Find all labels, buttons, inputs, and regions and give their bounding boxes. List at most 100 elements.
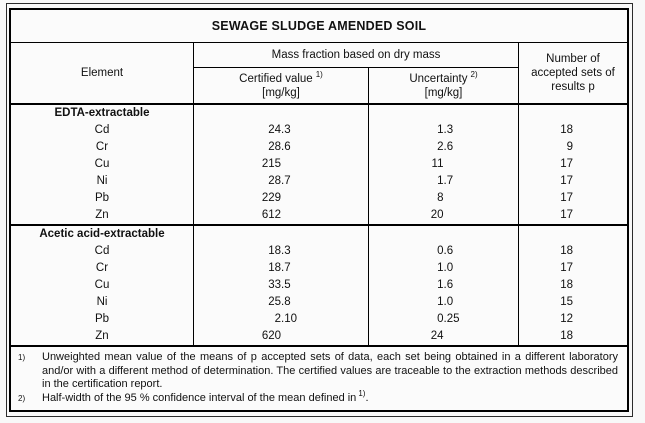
- section-header-row: EDTA-extractable: [11, 105, 627, 122]
- certification-table: SEWAGE SLUDGE AMENDED SOIL Element Mass …: [9, 8, 629, 412]
- uncertainty-value: 24: [369, 328, 519, 345]
- table-row: Cu 215 11 17: [11, 156, 627, 173]
- element-symbol: Zn: [11, 328, 194, 345]
- certified-value-label: Certified value 1): [239, 69, 323, 85]
- element-symbol: Cu: [11, 156, 194, 173]
- accepted-sets-line2: accepted sets of: [531, 67, 615, 79]
- footnote-1-marker: 1): [18, 353, 26, 362]
- column-header-accepted-sets: Number of accepted sets of results p: [518, 43, 627, 103]
- element-symbol: Pb: [11, 311, 194, 328]
- table-row: Cu 33.5 1.6 18: [11, 277, 627, 294]
- column-header-element: Element: [11, 43, 194, 103]
- element-symbol: Pb: [11, 190, 194, 207]
- table-title: SEWAGE SLUDGE AMENDED SOIL: [11, 10, 627, 43]
- mass-fraction-subheaders: Certified value 1) [mg/kg] Uncertainty 2) …: [194, 68, 518, 103]
- uncertainty-value: 11: [369, 156, 519, 173]
- table-row: Ni 25.8 1.0 15: [11, 294, 627, 311]
- uncertainty-value: 1.3: [369, 122, 519, 139]
- accepted-sets-line3: results p: [551, 81, 595, 93]
- accepted-sets-value: 18: [560, 330, 573, 342]
- certified-value: 18.3: [194, 243, 369, 260]
- section-acetic-acid-extractable: Acetic acid-extractable Cd 18.3 0.6 18 C…: [11, 226, 627, 347]
- footnote-2: 2) Half-width of the 95 % confidence int…: [11, 388, 627, 406]
- footnote-1: 1) Unweighted mean value of the means of…: [11, 351, 627, 392]
- empty-cell: [519, 226, 627, 243]
- uncertainty-value: 1.6: [369, 277, 519, 294]
- accepted-sets-value: 17: [560, 158, 573, 170]
- accepted-sets-value: 17: [560, 175, 573, 187]
- element-symbol: Cd: [11, 122, 194, 139]
- certified-value: 612: [194, 207, 369, 224]
- certified-value: 229: [194, 190, 369, 207]
- accepted-sets-value: 15: [560, 296, 573, 308]
- certified-value: 24.3: [194, 122, 369, 139]
- certified-value: 18.7: [194, 260, 369, 277]
- table-row: Pb 2.10 0.25 12: [11, 311, 627, 328]
- empty-cell: [369, 226, 519, 243]
- uncertainty-value: 1.0: [369, 260, 519, 277]
- certified-value: 215: [194, 156, 369, 173]
- section-edta-extractable: EDTA-extractable Cd 24.3 1.3 18 Cr 28.6 …: [11, 105, 627, 226]
- table-header: Element Mass fraction based on dry mass …: [11, 43, 627, 105]
- column-header-uncertainty: Uncertainty 2) [mg/kg]: [369, 68, 518, 103]
- element-symbol: Ni: [11, 294, 194, 311]
- accepted-sets-value: 17: [560, 209, 573, 221]
- table-row: Ni 28.7 1.7 17: [11, 173, 627, 190]
- section-header-row: Acetic acid-extractable: [11, 226, 627, 243]
- element-symbol: Cr: [11, 139, 194, 156]
- certified-value: 33.5: [194, 277, 369, 294]
- accepted-sets-line1: Number of: [546, 53, 600, 65]
- table-row: Cr 28.6 2.6 9: [11, 139, 627, 156]
- uncertainty-value: 20: [369, 207, 519, 224]
- certified-value: 2.10: [194, 311, 369, 328]
- table-row: Zn 620 24 18: [11, 328, 627, 345]
- table-row: Pb 229 8 17: [11, 190, 627, 207]
- certified-value: 25.8: [194, 294, 369, 311]
- accepted-sets-value: 12: [560, 313, 573, 325]
- uncertainty-value: 1.0: [369, 294, 519, 311]
- table-row: Cd 24.3 1.3 18: [11, 122, 627, 139]
- uncertainty-value: 1.7: [369, 173, 519, 190]
- accepted-sets-value: 17: [560, 262, 573, 274]
- uncertainty-unit: [mg/kg]: [424, 86, 463, 99]
- certified-value: 28.7: [194, 173, 369, 190]
- footnotes: 1) Unweighted mean value of the means of…: [11, 347, 627, 410]
- section-name: EDTA-extractable: [11, 105, 194, 122]
- uncertainty-value: 2.6: [369, 139, 519, 156]
- accepted-sets-value: 18: [560, 124, 573, 136]
- element-symbol: Zn: [11, 207, 194, 224]
- footnote-ref-1: 1): [358, 388, 366, 398]
- footnote-2-marker: 2): [18, 393, 26, 403]
- footnote-ref-2: 2): [470, 69, 478, 79]
- accepted-sets-value: 9: [566, 141, 573, 153]
- empty-cell: [519, 105, 627, 122]
- column-group-mass-fraction: Mass fraction based on dry mass Certifie…: [194, 43, 518, 103]
- column-header-certified-value: Certified value 1) [mg/kg]: [194, 68, 369, 103]
- uncertainty-value: 0.25: [369, 311, 519, 328]
- table-row: Zn 612 20 17: [11, 207, 627, 224]
- empty-cell: [369, 105, 519, 122]
- footnote-ref-1: 1): [315, 69, 323, 79]
- mass-fraction-header: Mass fraction based on dry mass: [194, 43, 518, 68]
- accepted-sets-value: 18: [560, 279, 573, 291]
- uncertainty-value: 8: [369, 190, 519, 207]
- certified-value: 620: [194, 328, 369, 345]
- accepted-sets-value: 17: [560, 192, 573, 204]
- table-row: Cd 18.3 0.6 18: [11, 243, 627, 260]
- certified-value: 28.6: [194, 139, 369, 156]
- empty-cell: [194, 226, 369, 243]
- scan-frame: SEWAGE SLUDGE AMENDED SOIL Element Mass …: [6, 3, 633, 417]
- certified-value-unit: [mg/kg]: [262, 86, 300, 99]
- uncertainty-value: 0.6: [369, 243, 519, 260]
- footnote-1-text: Unweighted mean value of the means of p …: [42, 351, 618, 390]
- element-symbol: Cr: [11, 260, 194, 277]
- section-name: Acetic acid-extractable: [11, 226, 194, 243]
- table-row: Cr 18.7 1.0 17: [11, 260, 627, 277]
- empty-cell: [194, 105, 369, 122]
- element-symbol: Cu: [11, 277, 194, 294]
- footnote-2-text: Half-width of the 95 % confidence interv…: [42, 388, 369, 404]
- uncertainty-label: Uncertainty 2): [409, 69, 478, 85]
- element-symbol: Ni: [11, 173, 194, 190]
- accepted-sets-value: 18: [560, 245, 573, 257]
- element-symbol: Cd: [11, 243, 194, 260]
